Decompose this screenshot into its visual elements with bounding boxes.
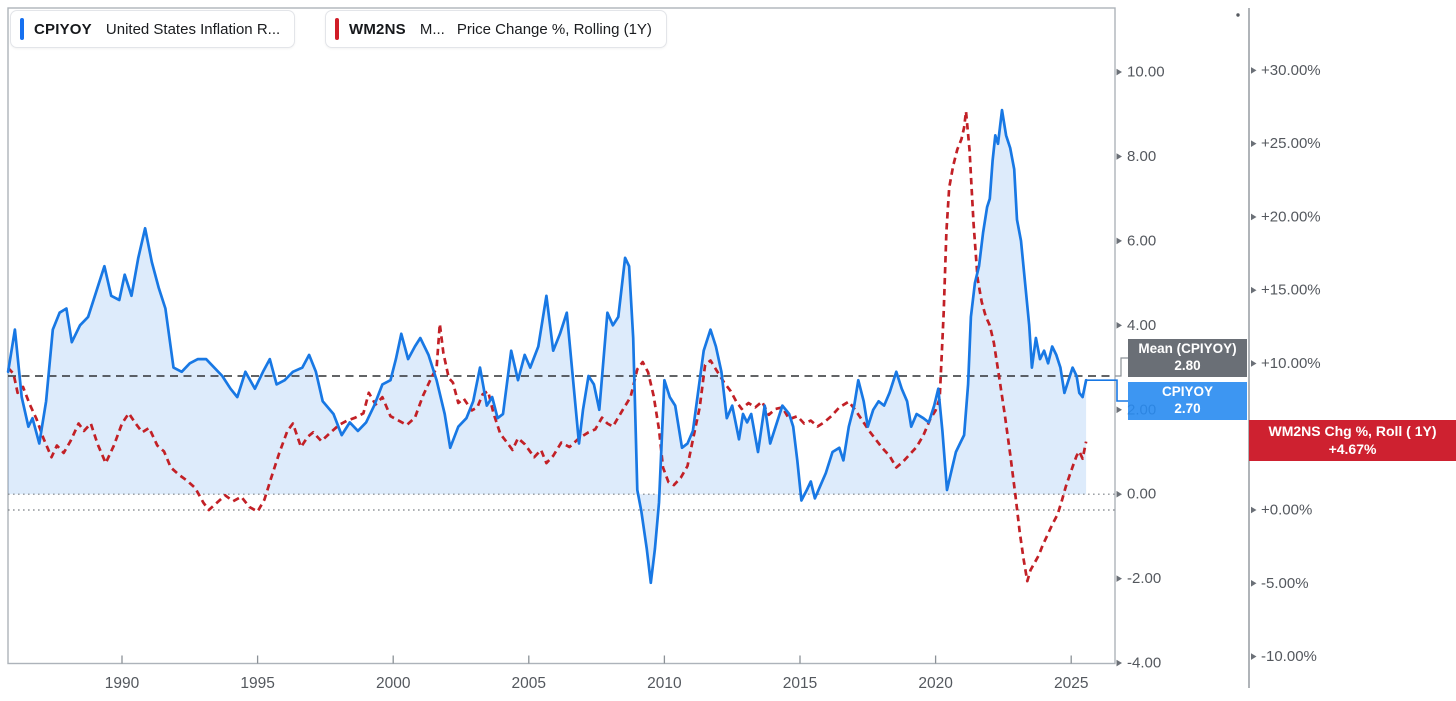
right-axis-tick-arrow-icon bbox=[1251, 653, 1257, 660]
left-axis-tick-label: 4.00 bbox=[1127, 317, 1156, 334]
cpiyoy-ticker: CPIYOY bbox=[34, 20, 92, 38]
cpiyoy-line bbox=[6, 108, 1088, 585]
right-axis-tick-label: +30.00% bbox=[1261, 62, 1321, 79]
right-axis-tick-arrow-icon bbox=[1251, 67, 1257, 74]
wm2ns-price-label-title: WM2NS Chg %, Roll ( 1Y) bbox=[1268, 423, 1437, 439]
mean-price-label-title: Mean (CPIYOY) bbox=[1138, 341, 1237, 357]
x-axis-tick-label: 1995 bbox=[240, 675, 274, 692]
x-axis-tick-label: 2000 bbox=[376, 675, 411, 692]
right-axis-tick-arrow-icon bbox=[1251, 213, 1257, 221]
left-axis-tick-arrow-icon bbox=[1116, 406, 1122, 414]
cpiyoy-price-label: CPIYOY 2.70 bbox=[1128, 382, 1247, 420]
x-axis-tick-label: 2005 bbox=[512, 675, 546, 692]
x-axis-tick-label: 2015 bbox=[783, 675, 817, 692]
wm2ns-price-label: WM2NS Chg %, Roll ( 1Y) +4.67% bbox=[1249, 420, 1456, 461]
wm2ns-series-name: M... bbox=[419, 20, 445, 38]
left-axis-tick-arrow-icon bbox=[1116, 237, 1122, 245]
right-axis-tick-label: +10.00% bbox=[1261, 355, 1321, 372]
x-axis-tick-label: 2010 bbox=[647, 675, 682, 692]
right-axis-tick-arrow-icon bbox=[1251, 286, 1257, 294]
axis-corner-dot bbox=[1236, 13, 1240, 17]
mean-price-label-value: 2.80 bbox=[1174, 358, 1201, 373]
left-axis-tick-label: 6.00 bbox=[1127, 232, 1156, 249]
cpiyoy-area bbox=[8, 110, 1087, 583]
left-axis-tick-arrow-icon bbox=[1116, 322, 1122, 329]
right-axis-tick-arrow-icon bbox=[1251, 506, 1257, 514]
legend-chip-wm2ns[interactable]: WM2NS M... Price Change %, Rolling (1Y) bbox=[325, 10, 667, 48]
wm2ns-price-label-value: +4.67% bbox=[1328, 440, 1377, 457]
left-axis-tick-arrow-icon bbox=[1116, 490, 1122, 498]
wm2ns-ticker: WM2NS bbox=[349, 20, 406, 38]
cpiyoy-label-connector bbox=[1086, 379, 1128, 402]
x-axis-tick-label: 2020 bbox=[918, 675, 953, 692]
left-axis-tick-arrow-icon bbox=[1116, 153, 1122, 160]
left-axis-tick-label: -4.00 bbox=[1127, 655, 1161, 672]
right-axis-tick-label: +20.00% bbox=[1261, 208, 1321, 225]
right-axis-tick-arrow-icon bbox=[1251, 579, 1257, 587]
right-axis-tick-label: -5.00% bbox=[1261, 575, 1309, 592]
left-axis-tick-arrow-icon bbox=[1116, 68, 1122, 76]
left-axis-tick-label: 8.00 bbox=[1127, 148, 1156, 165]
right-axis-tick-label: -10.00% bbox=[1261, 648, 1317, 665]
right-axis-tick-arrow-icon bbox=[1251, 140, 1257, 147]
mean-price-label: Mean (CPIYOY) 2.80 bbox=[1128, 339, 1247, 377]
left-axis-tick-arrow-icon bbox=[1116, 575, 1122, 582]
right-axis-tick-label: +15.00% bbox=[1261, 282, 1321, 299]
cpiyoy-color-bar-icon bbox=[20, 18, 24, 40]
legend-chip-cpiyoy[interactable]: CPIYOY United States Inflation R... bbox=[10, 10, 296, 48]
left-axis-tick-label: -2.00 bbox=[1127, 570, 1161, 587]
left-axis-tick-label: 10.00 bbox=[1127, 64, 1165, 81]
plot-border bbox=[7, 7, 1116, 665]
right-axis-tick-arrow-icon bbox=[1251, 360, 1257, 367]
wm2ns-color-bar-icon bbox=[335, 18, 339, 40]
right-axis-tick-label: +0.00% bbox=[1261, 502, 1312, 519]
right-axis-tick-label: +25.00% bbox=[1261, 135, 1321, 152]
cpiyoy-price-label-title: CPIYOY bbox=[1161, 384, 1213, 400]
x-axis-tick-label: 2025 bbox=[1054, 675, 1088, 692]
wm2ns-field-name: Price Change %, Rolling (1Y) bbox=[456, 20, 652, 38]
cpiyoy-series-name: United States Inflation R... bbox=[105, 20, 281, 38]
left-axis-tick-label: 0.00 bbox=[1127, 486, 1156, 503]
mean-label-connector bbox=[1115, 357, 1128, 377]
x-axis-tick-label: 1990 bbox=[105, 675, 140, 692]
cpiyoy-price-label-value: 2.70 bbox=[1174, 401, 1201, 416]
wm2ns-line bbox=[7, 110, 1088, 583]
left-axis-tick-arrow-icon bbox=[1116, 659, 1122, 667]
